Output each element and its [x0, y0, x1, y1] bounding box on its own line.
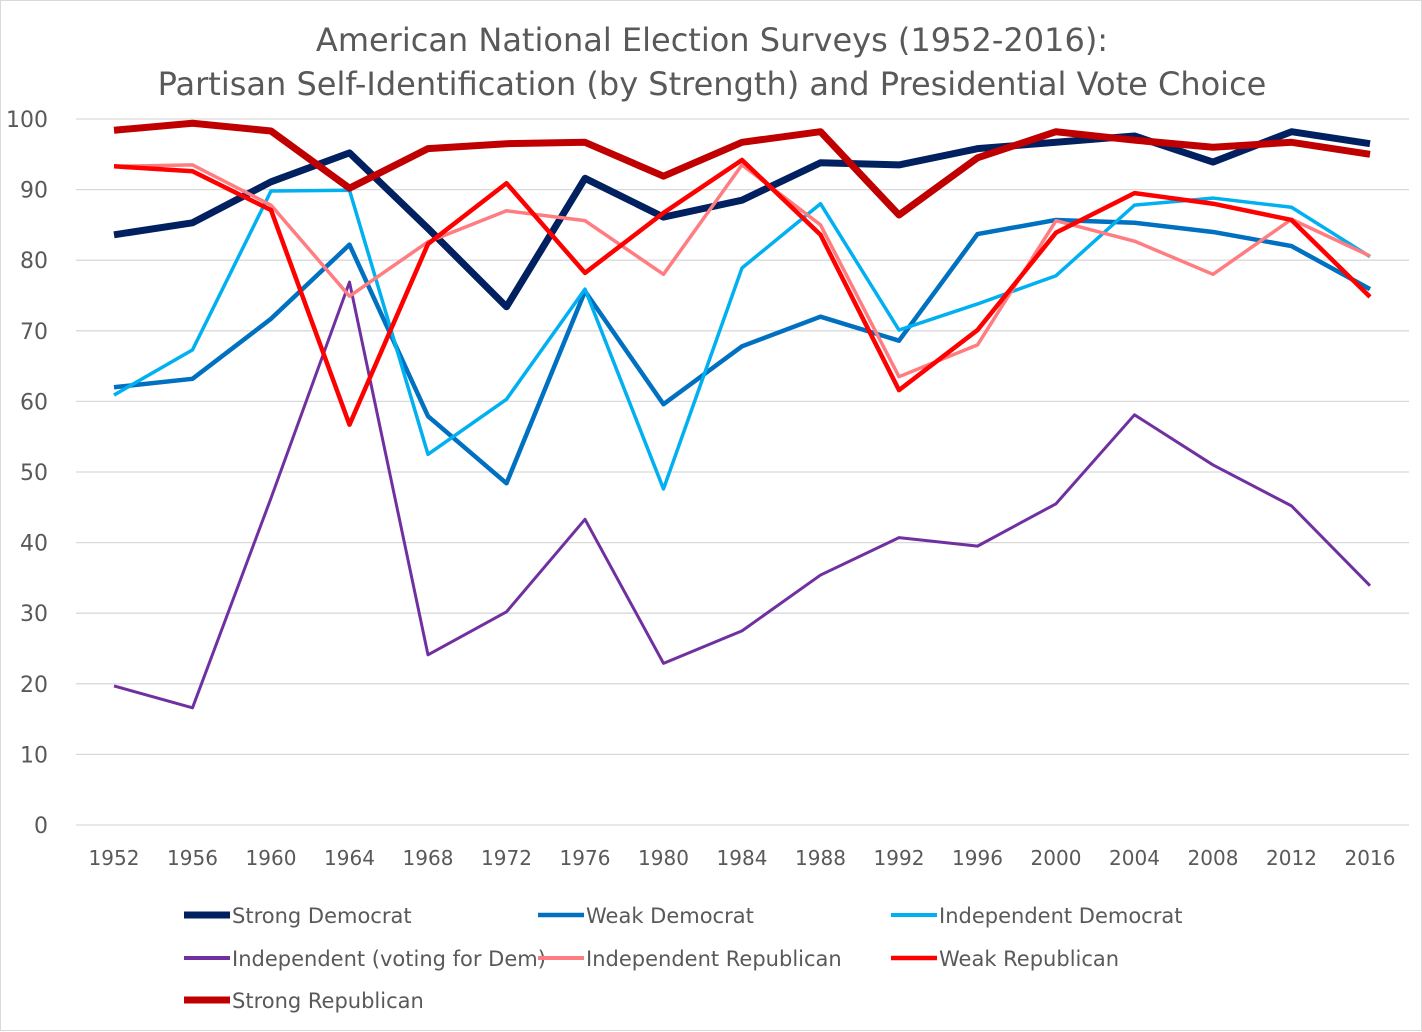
- y-tick-label: 70: [20, 320, 48, 345]
- x-tick-label: 2004: [1109, 846, 1160, 870]
- y-tick-label: 30: [20, 602, 48, 627]
- x-tick-label: 1976: [560, 846, 611, 870]
- y-tick-label: 10: [20, 743, 48, 768]
- y-tick-label: 80: [20, 249, 48, 274]
- x-tick-label: 1980: [638, 846, 689, 870]
- y-tick-label: 60: [20, 390, 48, 415]
- y-tick-label: 20: [20, 673, 48, 698]
- x-tick-label: 1972: [481, 846, 532, 870]
- y-tick-label: 50: [20, 461, 48, 486]
- legend-label: Independent Democrat: [939, 904, 1182, 928]
- x-tick-label: 1996: [952, 846, 1003, 870]
- x-tick-label: 2016: [1345, 846, 1396, 870]
- x-tick-label: 2000: [1031, 846, 1082, 870]
- series-line-independent-democrat: [113, 188, 1371, 491]
- y-tick-label: 90: [20, 179, 48, 204]
- legend-label: Independent Republican: [586, 947, 842, 971]
- x-tick-label: 1984: [717, 846, 768, 870]
- legend-label: Independent (voting for Dem): [232, 947, 546, 971]
- x-tick-label: 2012: [1266, 846, 1317, 870]
- x-tick-label: 1964: [324, 846, 375, 870]
- y-tick-label: 40: [20, 532, 48, 557]
- x-tick-label: 2008: [1188, 846, 1239, 870]
- series-line-weak-democrat: [113, 217, 1372, 486]
- legend-label: Weak Republican: [939, 947, 1119, 971]
- legend-label: Strong Republican: [232, 989, 424, 1013]
- y-tick-label: 100: [6, 108, 48, 133]
- x-tick-label: 1988: [795, 846, 846, 870]
- legend-label: Weak Democrat: [586, 904, 754, 928]
- legend-label: Strong Democrat: [232, 904, 412, 928]
- x-tick-label: 1956: [167, 846, 218, 870]
- series-line-weak-republican: [113, 157, 1372, 427]
- series-line-independent-republican: [113, 163, 1371, 379]
- x-tick-label: 1968: [403, 846, 454, 870]
- chart-title-line-1: American National Election Surveys (1952…: [315, 21, 1109, 59]
- chart-title-line-2: Partisan Self-Identification (by Strengt…: [157, 65, 1267, 103]
- x-tick-label: 1960: [246, 846, 297, 870]
- x-tick-label: 1992: [874, 846, 925, 870]
- x-tick-label: 1952: [89, 846, 140, 870]
- series-line-strong-republican: [113, 119, 1371, 219]
- y-tick-label: 0: [34, 814, 48, 839]
